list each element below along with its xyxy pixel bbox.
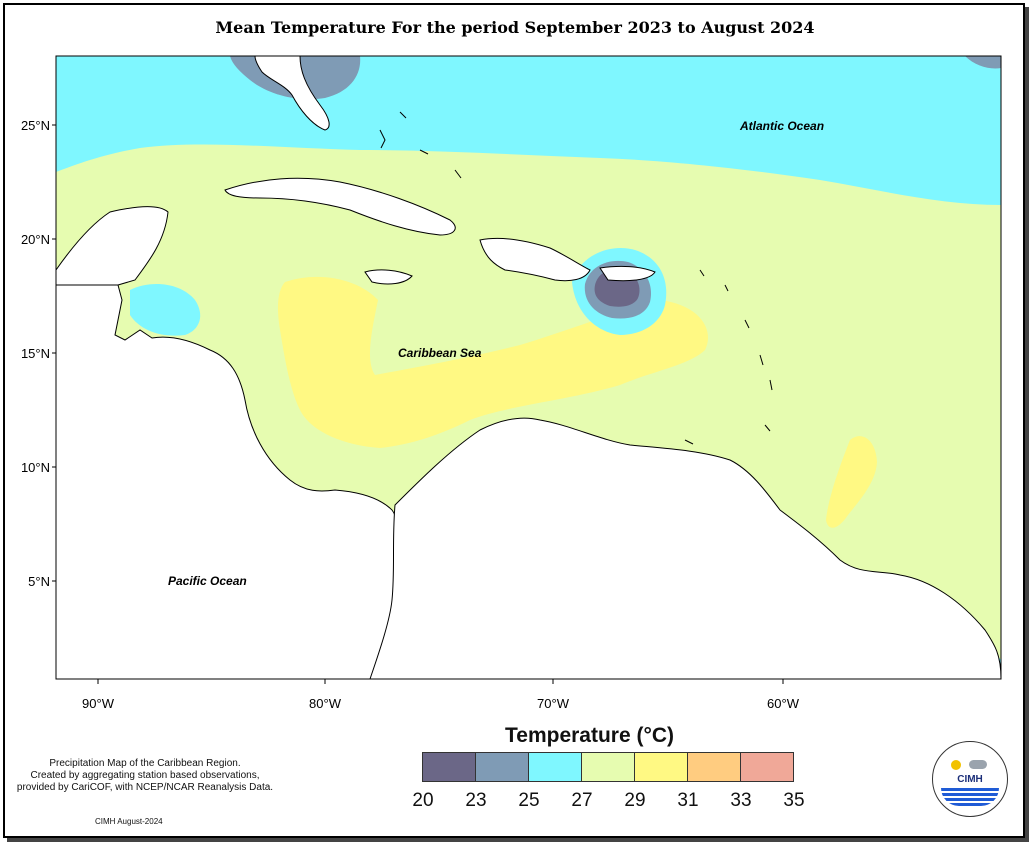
band-23-25-ne	[965, 56, 1001, 69]
lat-tick-label: 25°N	[21, 118, 50, 133]
lat-tick-label: 20°N	[21, 232, 50, 247]
legend-title: Temperature (°C)	[505, 724, 675, 747]
land-south-america	[369, 417, 1001, 679]
lat-tick-label: 5°N	[28, 574, 50, 589]
latitude-ticks: 25°N 20°N 15°N 10°N 5°N	[21, 118, 56, 589]
land-jamaica	[364, 269, 413, 285]
label-pacific-ocean: Pacific Ocean	[168, 574, 247, 588]
legend-swatch	[476, 753, 529, 781]
sun-icon	[951, 760, 961, 770]
legend-swatch	[582, 753, 635, 781]
legend-break-label: 25	[518, 790, 540, 811]
note-line: Created by aggregating station based obs…	[30, 770, 260, 781]
map-border	[55, 55, 1002, 680]
cimh-logo: CIMH	[932, 741, 1008, 817]
temperature-field	[56, 56, 1001, 679]
label-atlantic-ocean: Atlantic Ocean	[739, 119, 824, 133]
land-puerto-rico	[599, 265, 656, 282]
land-mass	[56, 56, 1001, 679]
legend-break-label: 31	[677, 790, 699, 811]
data-source-note: Precipitation Map of the Caribbean Regio…	[0, 758, 290, 794]
lon-tick-label: 80°W	[309, 696, 342, 711]
lon-tick-label: 60°W	[767, 696, 800, 711]
legend-break-label: 29	[624, 790, 646, 811]
band-29-31-guiana	[826, 436, 877, 528]
lon-tick-label: 90°W	[82, 696, 115, 711]
note-line: provided by CariCOF, with NCEP/NCAR Rean…	[16, 782, 274, 793]
land-florida	[254, 56, 330, 131]
legend-swatch	[529, 753, 582, 781]
legend-break-label: 23	[465, 790, 487, 811]
legend-break-label: 20	[412, 790, 434, 811]
land-cuba	[224, 177, 456, 236]
legend-swatch	[688, 753, 741, 781]
logo-name: CIMH	[957, 774, 983, 785]
legend-break-label: 33	[730, 790, 752, 811]
legend-break-label: 35	[783, 790, 805, 811]
land-yucatan	[56, 206, 169, 286]
credit-text: CIMH August-2024	[95, 817, 163, 826]
label-caribbean-sea: Caribbean Sea	[398, 346, 482, 360]
legend-break-labels: 20 23 25 27 29 31 33 35	[0, 790, 1030, 812]
legend-colorbar	[422, 752, 794, 782]
lon-tick-label: 70°W	[537, 696, 570, 711]
note-line: Precipitation Map of the Caribbean Regio…	[49, 758, 241, 769]
map-title: Mean Temperature For the period Septembe…	[215, 18, 815, 37]
legend-swatch	[635, 753, 688, 781]
legend-swatch	[423, 753, 476, 781]
band-25-27-honduras	[130, 284, 201, 336]
legend-break-label: 27	[571, 790, 593, 811]
cloud-icon	[969, 760, 987, 769]
longitude-ticks: 90°W 80°W 70°W 60°W	[82, 679, 800, 711]
island-chain	[379, 111, 773, 445]
waves-icon	[941, 788, 999, 806]
lat-tick-label: 10°N	[21, 460, 50, 475]
land-hispaniola	[479, 237, 591, 282]
legend-swatch	[741, 753, 793, 781]
lat-tick-label: 15°N	[21, 346, 50, 361]
